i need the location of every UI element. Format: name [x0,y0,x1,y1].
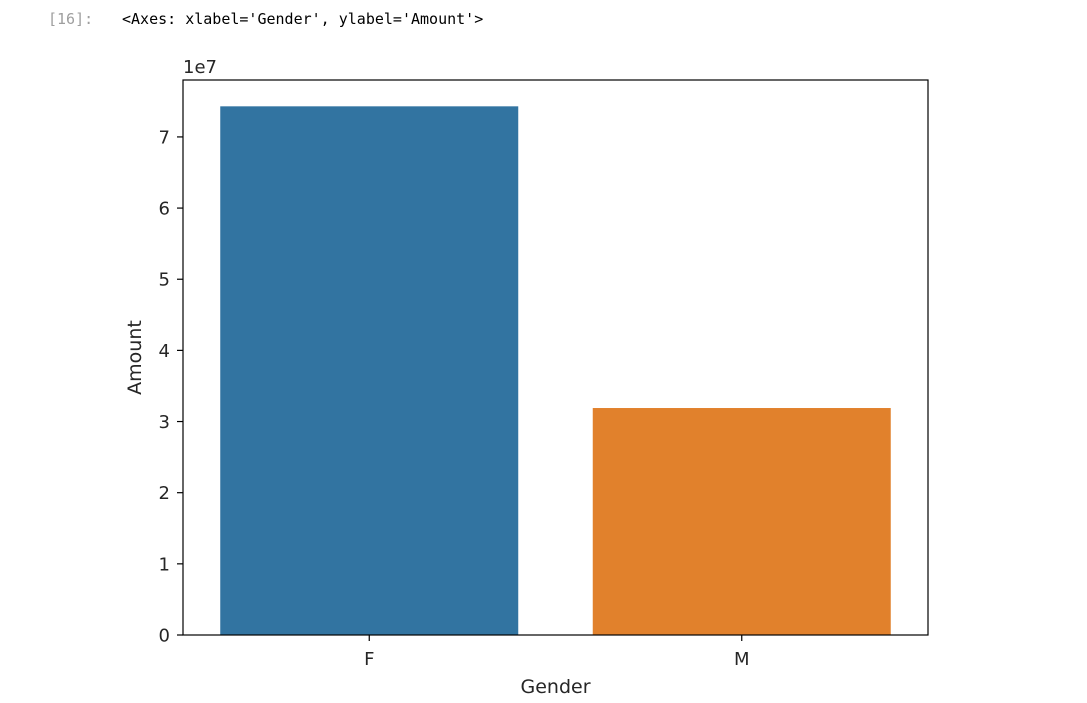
y-tick-label: 3 [159,412,170,433]
y-axis: 0 1 2 3 4 5 6 7 [159,127,183,647]
y-tick-label: 5 [159,270,170,291]
execution-count-prompt: [16]: [48,10,94,28]
y-tick-label: 2 [159,483,170,504]
y-tick-label: 1 [159,554,170,575]
x-tick-label: F [364,649,374,670]
y-offset-label: 1e7 [183,57,217,78]
y-tick-label: 4 [159,341,170,362]
bars-layer [220,106,891,636]
bar-m [592,408,891,635]
y-tick-label: 6 [159,199,170,220]
axes-repr-text: <Axes: xlabel='Gender', ylabel='Amount'> [122,10,484,28]
y-axis-label: Amount [124,320,146,395]
y-tick-label: 0 [159,626,170,647]
x-axis-label: Gender [520,676,590,698]
bar-f [220,106,519,636]
y-tick-label: 7 [159,127,170,148]
axes-frame [182,79,929,636]
x-tick-label: M [734,649,750,670]
